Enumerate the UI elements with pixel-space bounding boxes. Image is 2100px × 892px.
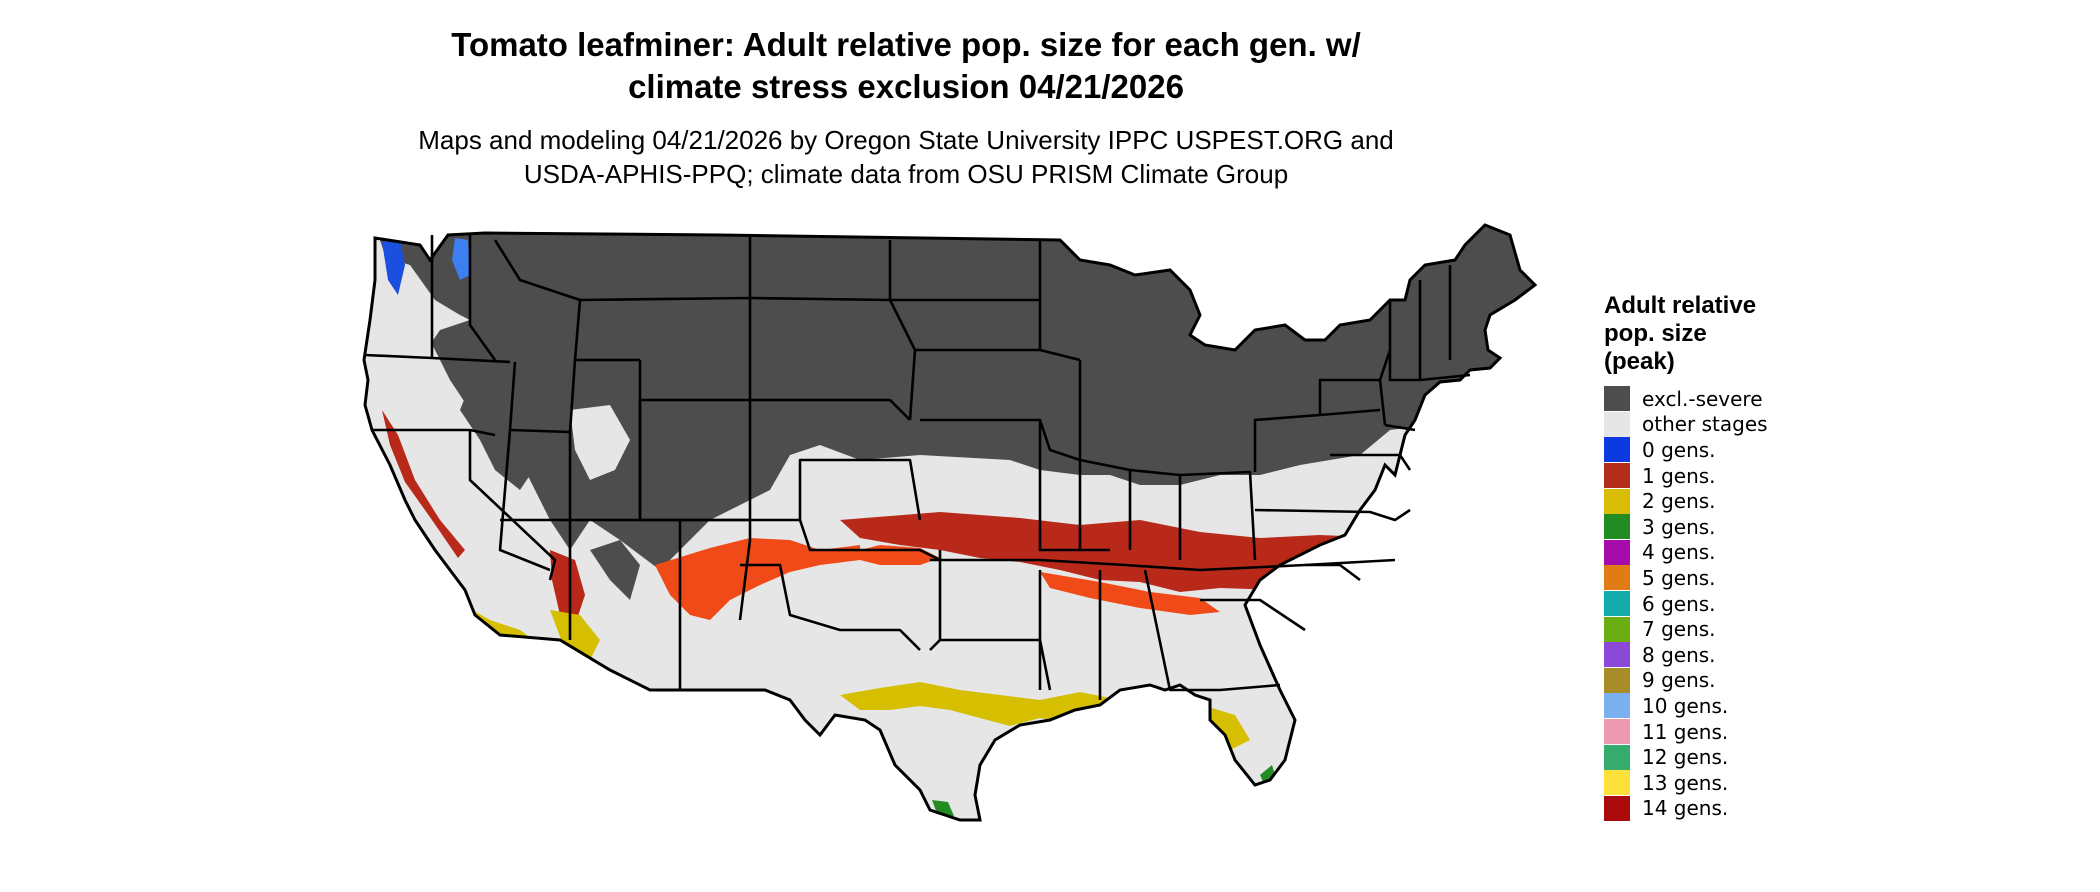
legend-swatch (1604, 616, 1630, 642)
map-subtitle-line-1: Maps and modeling 04/21/2026 by Oregon S… (418, 125, 1394, 155)
us-generation-map (362, 223, 1537, 822)
state-borders (364, 235, 1471, 700)
legend-item-2-gens: 2 gens. (1604, 488, 1834, 514)
legend-label: 4 gens. (1642, 540, 1716, 565)
legend-label: 6 gens. (1642, 591, 1716, 616)
legend-swatch (1604, 565, 1630, 591)
map-subtitle: Maps and modeling 04/21/2026 by Oregon S… (0, 123, 1812, 191)
legend-label: 9 gens. (1642, 668, 1716, 693)
legend-title-line-2: pop. size (1604, 320, 1707, 347)
legend-swatch (1604, 770, 1630, 796)
legend-title: Adult relative pop. size (peak) (1604, 292, 1834, 376)
two-gens-gulf-coast (840, 682, 1110, 726)
map-title: Tomato leafminer: Adult relative pop. si… (0, 24, 1812, 108)
legend-swatch (1604, 719, 1630, 745)
legend-label: other stages (1642, 412, 1768, 437)
legend-item-12-gens: 12 gens. (1604, 744, 1834, 770)
legend: Adult relative pop. size (peak) excl.-se… (1604, 292, 1834, 821)
legend-swatch (1604, 693, 1630, 719)
legend-title-line-3: (peak) (1604, 348, 1675, 375)
legend-label: 11 gens. (1642, 719, 1729, 744)
legend-item-8-gens: 8 gens. (1604, 642, 1834, 668)
legend-item-11-gens: 11 gens. (1604, 719, 1834, 745)
one-gen-band-south (655, 538, 860, 620)
legend-label: 14 gens. (1642, 796, 1729, 821)
legend-label: 12 gens. (1642, 745, 1729, 770)
zero-gens-northern-rockies (452, 238, 470, 280)
legend-swatch (1604, 514, 1630, 540)
legend-swatch (1604, 386, 1630, 412)
zero-gens-cascades (382, 240, 405, 295)
legend-label: 7 gens. (1642, 617, 1716, 642)
legend-item-4-gens: 4 gens. (1604, 539, 1834, 566)
legend-swatch (1604, 437, 1630, 463)
legend-swatch (1604, 667, 1630, 693)
legend-label: 13 gens. (1642, 770, 1729, 795)
legend-item-other-stages: other stages (1604, 411, 1834, 438)
one-gen-band-kentucky (1040, 572, 1220, 615)
legend-swatch (1604, 591, 1630, 617)
legend-item-7-gens: 7 gens. (1604, 616, 1834, 642)
legend-item-3-gens: 3 gens. (1604, 514, 1834, 540)
legend-item-10-gens: 10 gens. (1604, 693, 1834, 719)
legend-item-0-gens: 0 gens. (1604, 437, 1834, 463)
other-stages-utah (570, 405, 630, 480)
legend-item-excluded: excl.-severe (1604, 386, 1834, 412)
legend-label: 0 gens. (1642, 437, 1716, 462)
legend-label: 10 gens. (1642, 693, 1729, 718)
legend-label: 2 gens. (1642, 489, 1716, 514)
legend-label: 5 gens. (1642, 565, 1716, 590)
legend-title-line-1: Adult relative (1604, 292, 1757, 319)
legend-swatch (1604, 539, 1630, 565)
legend-item-5-gens: 5 gens. (1604, 565, 1834, 591)
legend-item-13-gens: 13 gens. (1604, 770, 1834, 796)
one-gen-band-east (840, 512, 1410, 592)
legend-item-6-gens: 6 gens. (1604, 591, 1834, 617)
legend-swatch (1604, 795, 1630, 821)
legend-item-9-gens: 9 gens. (1604, 667, 1834, 694)
legend-swatch (1604, 411, 1630, 437)
legend-swatch (1604, 463, 1630, 489)
excluded-region-arizona (590, 540, 640, 600)
two-gens-arizona-south (550, 610, 600, 660)
map-title-line-2: climate stress exclusion 04/21/2026 (628, 68, 1184, 105)
legend-item-1-gens: 1 gens. (1604, 463, 1834, 489)
legend-swatch (1604, 744, 1630, 770)
legend-swatch (1604, 488, 1630, 514)
legend-items: excl.-severe other stages 0 gens. 1 gens… (1604, 386, 1834, 821)
map-subtitle-line-2: USDA-APHIS-PPQ; climate data from OSU PR… (523, 159, 1289, 189)
one-gen-california-mtns (382, 410, 465, 558)
legend-label: excl.-severe (1642, 386, 1763, 411)
legend-swatch (1604, 642, 1630, 668)
map-title-line-1: Tomato leafminer: Adult relative pop. si… (451, 26, 1361, 63)
legend-item-14-gens: 14 gens. (1604, 795, 1834, 822)
legend-label: 3 gens. (1642, 514, 1716, 539)
legend-label: 8 gens. (1642, 642, 1716, 667)
legend-label: 1 gens. (1642, 463, 1716, 488)
